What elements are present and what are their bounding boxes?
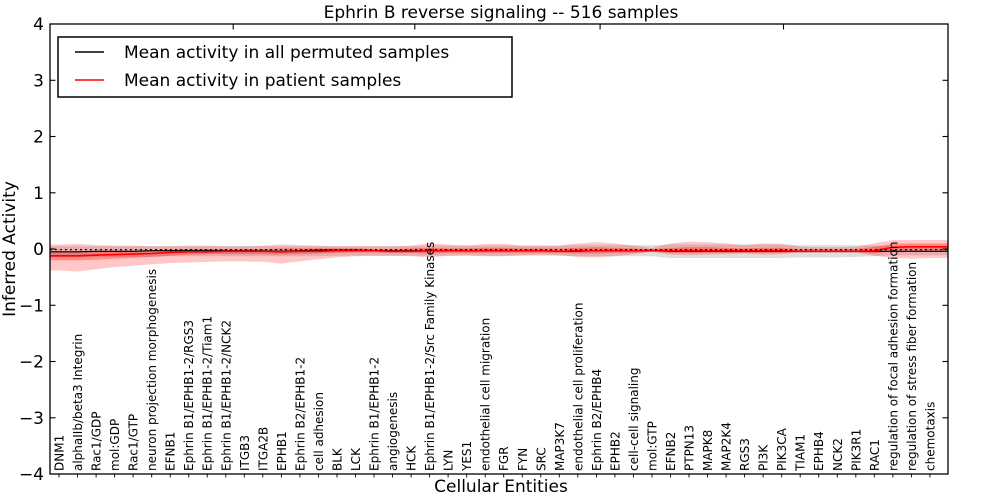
plot-border <box>49 23 949 475</box>
x-tick-label: ITGA2B <box>256 427 270 471</box>
x-tick-label: chemotaxis <box>923 402 937 471</box>
band-patient-range-outer <box>50 240 948 272</box>
x-tick-label: EFNB1 <box>164 432 178 471</box>
plot-lines <box>50 246 948 257</box>
x-tick-label: LYN <box>442 450 456 471</box>
x-tick-label: PTPN13 <box>683 425 697 471</box>
x-tick-label: mol:GDP <box>108 419 122 471</box>
x-tick-label: MAP3K7 <box>553 422 567 471</box>
axis-ticks <box>50 24 948 478</box>
x-tick-label: SRC <box>534 447 548 471</box>
x-tick-label: EPHB2 <box>608 431 622 471</box>
x-tick-label: Rac1/GDP <box>90 412 104 471</box>
x-tick-label: FYN <box>516 448 530 471</box>
x-tick-label: PIK3CA <box>775 427 789 471</box>
x-tick-label: LCK <box>349 447 363 471</box>
legend-label-patient: Mean activity in patient samples <box>124 71 401 91</box>
x-tick-label: MAPK8 <box>701 430 715 471</box>
legend: Mean activity in all permuted samples Me… <box>57 36 513 98</box>
x-tick-label: HCK <box>405 445 419 471</box>
x-tick-label: EPHB4 <box>812 431 826 471</box>
x-tick-label: MAP2K4 <box>720 422 734 471</box>
legend-box <box>57 36 513 98</box>
y-tick-label: 0 <box>33 240 44 260</box>
y-tick-label: −4 <box>19 465 44 485</box>
y-tick-label: −3 <box>19 409 44 429</box>
x-tick-label: mol:GTP <box>646 421 660 471</box>
y-tick-label: −1 <box>19 296 44 316</box>
y-tick-label: −2 <box>19 353 44 373</box>
x-tick-label: Ephrin B1/EPHB1-2/Tiam1 <box>201 316 215 471</box>
legend-label-permuted: Mean activity in all permuted samples <box>124 43 449 63</box>
x-tick-label: Ephrin B1/EPHB1-2/NCK2 <box>219 320 233 471</box>
x-tick-label: Ephrin B2/EPHB4 <box>590 369 604 471</box>
x-tick-label: RAC1 <box>868 439 882 471</box>
x-tick-label: regulation of focal adhesion formation <box>886 242 900 471</box>
x-tick-label: cell adhesion <box>312 392 326 471</box>
x-tick-label: cell-cell signaling <box>627 368 641 472</box>
y-tick-label: 3 <box>33 71 44 91</box>
x-tick-label: YES1 <box>460 441 474 472</box>
x-tick-label: Ephrin B1/EPHB1-2/Src Family Kinases <box>423 242 437 471</box>
y-tick-label: 2 <box>33 128 44 148</box>
x-tick-labels: DNM1 alphaIIb/beta3 Integrin Rac1/GDP mol:G… <box>53 242 938 472</box>
y-tick-label: 1 <box>33 184 44 204</box>
x-tick-label: EFNB2 <box>664 432 678 471</box>
x-tick-label: endothelial cell migration <box>479 318 493 471</box>
x-tick-label: endothelial cell proliferation <box>571 303 585 471</box>
band-patient-range-inner <box>50 243 948 261</box>
x-tick-label: RGS3 <box>738 438 752 471</box>
x-tick-label: ITGB3 <box>238 435 252 471</box>
y-tick-labels: 4 3 2 1 0 −1 −2 −3 −4 <box>19 15 44 485</box>
x-tick-label: regulation of stress fiber formation <box>905 262 919 471</box>
x-tick-label: BLK <box>331 447 345 471</box>
x-tick-label: Ephrin B1/EPHB1-2 <box>368 357 382 471</box>
x-tick-label: Ephrin B2/EPHB1-2 <box>293 357 307 471</box>
y-tick-label: 4 <box>33 15 44 35</box>
x-tick-label: angiogenesis <box>386 392 400 471</box>
x-tick-label: Rac1/GTP <box>127 414 141 471</box>
x-tick-label: PIK3R1 <box>849 429 863 471</box>
chart-title: Ephrin B reverse signaling -- 516 sample… <box>324 3 679 23</box>
series-line-solid <box>50 246 948 257</box>
plot-bands <box>50 240 948 272</box>
x-tick-label: EPHB1 <box>275 431 289 471</box>
x-tick-label: DNM1 <box>53 435 67 471</box>
x-tick-label: FGR <box>497 446 511 471</box>
x-tick-label: Ephrin B1/EPHB1-2/RGS3 <box>182 320 196 471</box>
x-tick-label: TIAM1 <box>794 434 808 472</box>
y-axis-label: Inferred Activity <box>0 181 20 317</box>
x-tick-label: NCK2 <box>831 438 845 471</box>
x-tick-label: neuron projection morphogenesis <box>145 269 159 471</box>
x-tick-label: PI3K <box>757 444 771 471</box>
x-tick-label: alphaIIb/beta3 Integrin <box>71 334 85 471</box>
x-axis-label: Cellular Entities <box>434 477 568 497</box>
